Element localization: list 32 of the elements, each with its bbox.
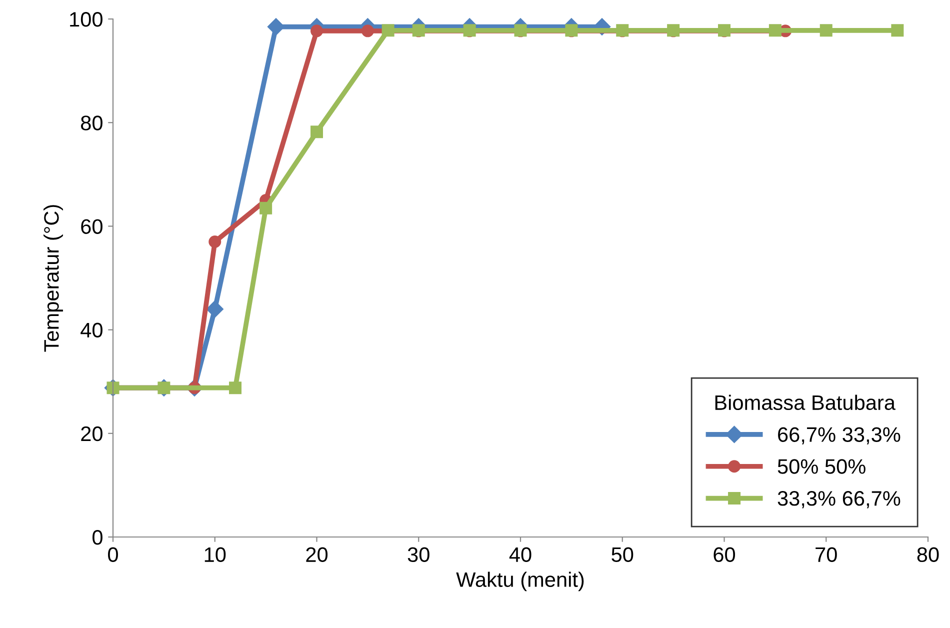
legend-label: 66,7% 33,3% — [778, 427, 900, 444]
y-tick-label: 0 — [92, 530, 102, 545]
point — [891, 24, 904, 37]
point — [310, 24, 323, 38]
point — [208, 235, 222, 248]
point — [206, 300, 224, 318]
x-tick-label: 60 — [714, 547, 736, 562]
x-tick-label: 80 — [917, 547, 939, 562]
point — [382, 24, 394, 37]
x-tick-label: 0 — [108, 547, 118, 562]
point — [820, 24, 832, 37]
legend-label: 33,3% 66,7% — [778, 491, 900, 508]
y-tick-label: 20 — [81, 426, 102, 442]
y-axis-title: Temperatur (°C) — [44, 205, 63, 352]
x-axis-title: Waktu (menit) — [456, 572, 584, 592]
x-tick-label: 30 — [408, 547, 430, 562]
y-tick-label: 40 — [80, 322, 102, 338]
point — [229, 382, 242, 394]
x-tick-label: 70 — [816, 547, 837, 562]
x-tick-label: 20 — [306, 547, 328, 562]
point — [310, 126, 323, 138]
point — [361, 24, 374, 38]
y-tick-label: 60 — [81, 219, 102, 234]
x-tick-label: 10 — [204, 547, 226, 562]
legend-label: 50% 50% — [778, 459, 866, 474]
x-tick-label: 40 — [509, 547, 532, 562]
y-tick-label: 100 — [70, 12, 102, 27]
legend-title: Biomassa Batubara — [715, 394, 896, 410]
point — [260, 202, 272, 214]
y-tick-label: 80 — [81, 116, 102, 130]
point — [768, 24, 782, 37]
x-tick-label: 50 — [612, 547, 634, 562]
